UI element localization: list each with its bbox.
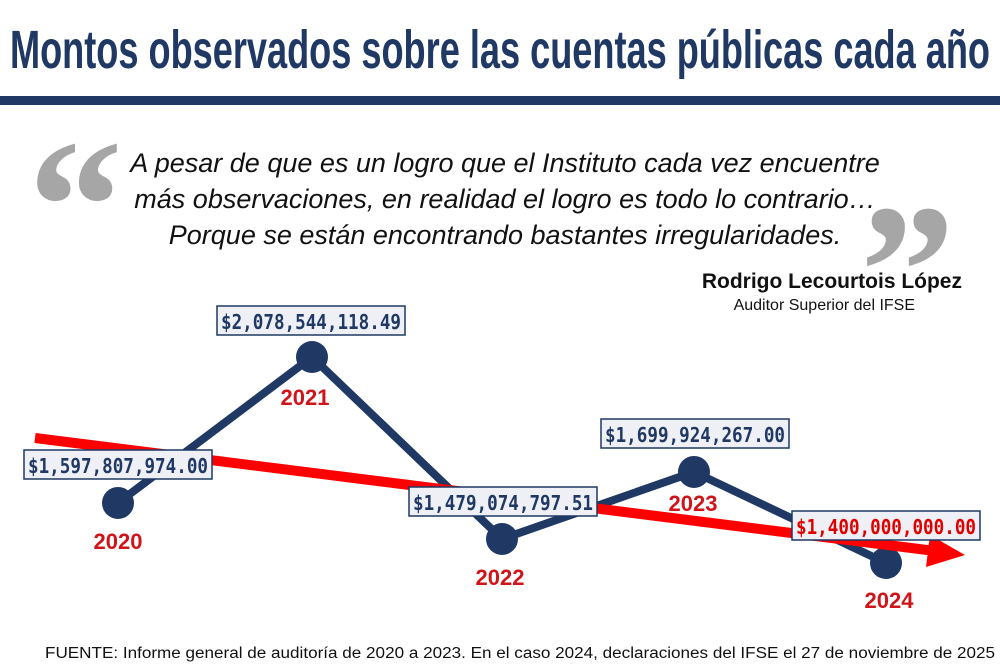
open-quote-mark: “ bbox=[28, 102, 123, 312]
close-quote-mark: ” bbox=[860, 167, 955, 377]
quote-line: más observaciones, en realidad el logro … bbox=[134, 184, 875, 214]
quote-line: Porque se están encontrando bastantes ir… bbox=[169, 220, 841, 250]
chart-title: Montos observados sobre las cuentas públ… bbox=[10, 20, 990, 80]
quote-author: Rodrigo Lecourtois López bbox=[702, 270, 962, 293]
quote-line: A pesar de que es un logro que el Instit… bbox=[128, 148, 880, 178]
value-label: $1,699,924,267.00 bbox=[605, 423, 785, 447]
value-label-box bbox=[600, 418, 790, 449]
year-label: 2023 bbox=[669, 491, 718, 516]
year-label: 2024 bbox=[865, 588, 915, 613]
value-label: $1,479,074,797.51 bbox=[413, 491, 593, 515]
year-label: 2021 bbox=[281, 385, 330, 410]
labels-layer: $1,597,807,974.00 2020 $2,078,544,118.49 20… bbox=[23, 305, 981, 613]
trend-arrowhead bbox=[926, 535, 965, 567]
year-label: 2020 bbox=[94, 529, 143, 554]
value-label: $2,078,544,118.49 bbox=[221, 310, 401, 334]
value-label-box bbox=[216, 305, 406, 336]
value-label: $1,400,000,000.00 bbox=[796, 515, 976, 539]
year-label: 2022 bbox=[476, 565, 525, 590]
data-point bbox=[486, 522, 518, 555]
data-point bbox=[102, 486, 134, 519]
data-point bbox=[870, 547, 902, 579]
data-point bbox=[678, 455, 710, 488]
value-label-box bbox=[791, 510, 981, 541]
value-label-box bbox=[408, 486, 598, 517]
value-label-box bbox=[23, 449, 213, 480]
source-note: FUENTE: Informe general de auditoría de … bbox=[45, 645, 995, 662]
title-rule bbox=[0, 96, 1000, 105]
value-label: $1,597,807,974.00 bbox=[28, 454, 208, 478]
quote-role: Auditor Superior del IFSE bbox=[734, 297, 915, 314]
data-point bbox=[296, 341, 328, 373]
